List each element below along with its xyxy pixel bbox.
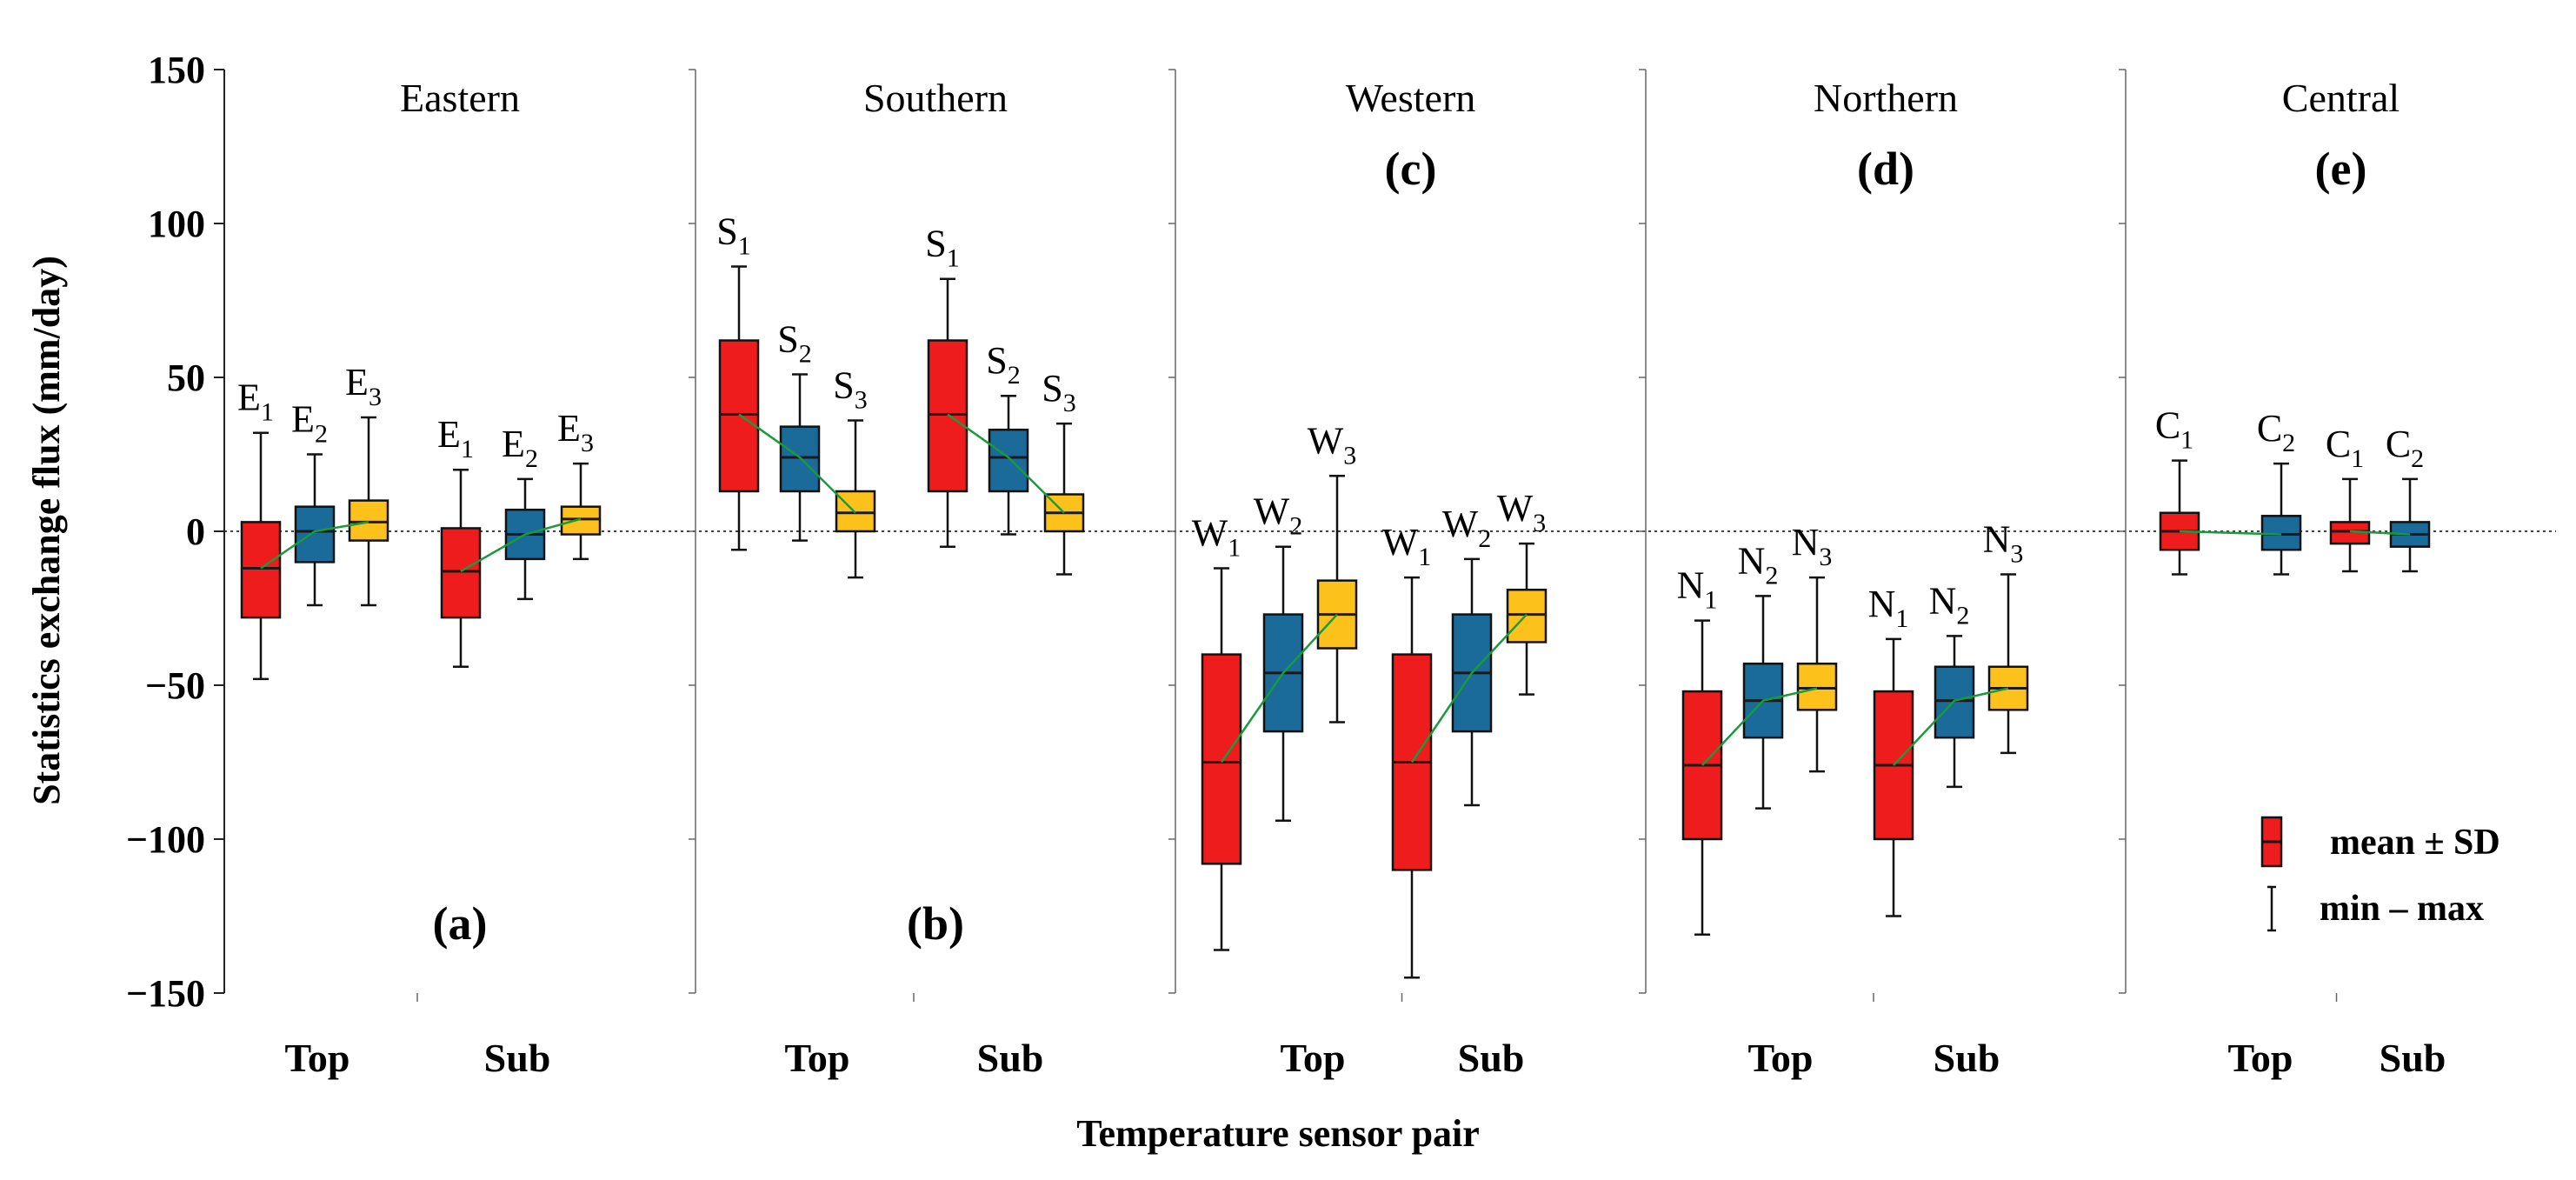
southern-category-label-sub: Sub — [977, 1036, 1044, 1080]
eastern-category-label-top: Top — [284, 1036, 349, 1080]
northern-sub-n3-label: N3 — [1983, 518, 2024, 569]
northern-category-label-sub: Sub — [1934, 1036, 2000, 1080]
central-sub-c1-label: C1 — [2326, 423, 2364, 473]
eastern-sub-e2-label: E2 — [502, 423, 538, 473]
southern-sub-s2-label: S2 — [986, 339, 1020, 390]
southern-top-median-trend-line — [738, 413, 856, 514]
central-category-label-sub: Sub — [2380, 1036, 2446, 1080]
southern-panel-title: Southern — [863, 76, 1008, 120]
eastern-sub-e3-box — [560, 505, 602, 536]
central-panel-title: Central — [2282, 76, 2400, 120]
western-sub-w1-label: W1 — [1382, 521, 1432, 571]
southern-category-label-top: Top — [784, 1036, 849, 1080]
central-sub-median-trend-line — [2349, 530, 2411, 536]
y-tick-label-6: 150 — [148, 49, 205, 91]
southern-top-s1-box — [718, 339, 760, 493]
southern-sub-median-trend-line — [947, 413, 1065, 514]
northern-panel-letter: (d) — [1857, 143, 1914, 195]
marks-layer — [240, 265, 2431, 979]
eastern-sub-e1-label: E1 — [437, 413, 474, 463]
eastern-top-e3-box — [348, 499, 389, 542]
y-tick-label-1: −100 — [126, 818, 205, 861]
y-tick-label-5: 100 — [148, 203, 205, 245]
southern-sub-s1-label: S1 — [925, 223, 959, 273]
southern-sub-s3-label: S3 — [1042, 367, 1075, 417]
central-top-c2-label: C2 — [2257, 407, 2295, 457]
y-tick-label-4: 50 — [167, 357, 205, 399]
text-layer: −150 −100 −50 0 50 100 150 Eastern (a) Top E1 E2 E3 S… — [126, 49, 2446, 1080]
eastern-panel-title: Eastern — [400, 76, 520, 120]
western-top-w1-box — [1201, 653, 1242, 865]
northern-sub-n1-label: N1 — [1868, 583, 1909, 633]
y-axis-title: Statistics exchange flux (mm/day) — [25, 256, 68, 805]
northern-sub-median-trend-line — [1893, 687, 2009, 766]
southern-sub-s2-box — [988, 428, 1029, 493]
eastern-top-median-trend-line — [260, 521, 369, 570]
southern-top-s1-label: S1 — [716, 210, 750, 261]
southern-top-s2-label: S2 — [777, 317, 811, 368]
central-panel-letter: (e) — [2315, 143, 2367, 195]
legend: mean ± SD min – max — [2260, 816, 2500, 932]
x-axis-title: Temperature sensor pair — [1076, 1112, 1480, 1155]
western-sub-median-trend-line — [1410, 613, 1528, 763]
western-top-w3-label: W3 — [1308, 419, 1357, 470]
northern-top-median-trend-line — [1701, 687, 1818, 766]
northern-category-label-top: Top — [1747, 1036, 1813, 1080]
southern-panel-letter: (b) — [907, 897, 964, 950]
western-panel-letter: (c) — [1385, 143, 1437, 195]
central-top-c2-box — [2260, 515, 2302, 551]
central-top-median-trend-line — [2179, 530, 2282, 536]
eastern-sub-e3-label: E3 — [557, 407, 594, 457]
eastern-top-e3-label: E3 — [345, 361, 382, 411]
northern-top-n2-label: N2 — [1738, 539, 1779, 590]
central-category-label-top: Top — [2227, 1036, 2293, 1080]
southern-top-s2-box — [779, 425, 821, 493]
eastern-panel-letter: (a) — [433, 897, 488, 950]
eastern-sub-e1-box — [440, 527, 482, 619]
western-category-label-sub: Sub — [1458, 1036, 1525, 1080]
central-sub-c2-label: C2 — [2386, 423, 2424, 473]
northern-top-n3-box — [1796, 662, 1838, 711]
eastern-top-e2-label: E2 — [291, 398, 328, 449]
eastern-sub-median-trend-line — [460, 517, 582, 573]
western-sub-w2-label: W2 — [1442, 503, 1492, 553]
northern-top-n3-label: N3 — [1792, 521, 1833, 571]
northern-top-n1-label: N1 — [1677, 564, 1718, 615]
western-panel-title: Western — [1346, 76, 1476, 120]
western-category-label-top: Top — [1280, 1036, 1345, 1080]
western-top-w1-label: W1 — [1192, 511, 1241, 562]
western-top-w2-label: W2 — [1254, 490, 1303, 541]
central-top-c1-label: C1 — [2155, 404, 2193, 455]
western-sub-w3-label: W3 — [1497, 487, 1547, 537]
eastern-top-e1-label: E1 — [237, 377, 274, 427]
y-tick-label-3: 0 — [186, 510, 205, 553]
central-sub-c1-box — [2329, 521, 2371, 545]
southern-top-s3-label: S3 — [833, 364, 867, 415]
legend-box-label: mean ± SD — [2330, 823, 2500, 863]
eastern-top-e2-box — [294, 505, 336, 563]
northern-panel-title: Northern — [1814, 76, 1958, 120]
y-tick-label-0: −150 — [126, 972, 205, 1015]
southern-sub-s1-box — [927, 339, 968, 493]
western-top-median-trend-line — [1220, 613, 1338, 763]
legend-whisker-label: min – max — [2320, 889, 2484, 929]
southern-top-s3-box — [835, 490, 876, 533]
eastern-top-e1-box — [240, 521, 282, 619]
y-tick-label-2: −50 — [145, 664, 205, 707]
northern-sub-n2-label: N2 — [1929, 579, 1970, 630]
eastern-category-label-sub: Sub — [484, 1036, 551, 1080]
